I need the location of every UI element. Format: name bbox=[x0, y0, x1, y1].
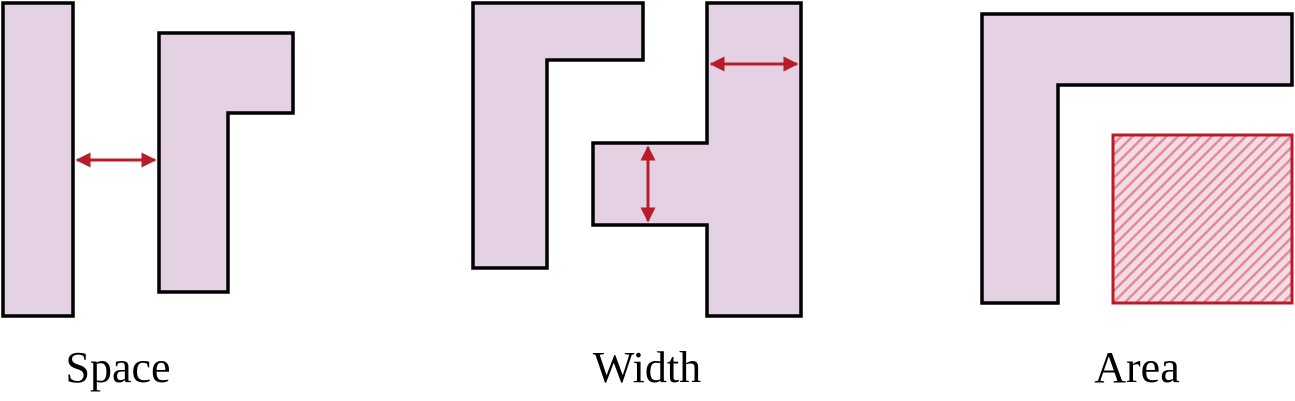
space-caption: Space bbox=[65, 343, 170, 392]
space-right-l-shape bbox=[157, 31, 295, 294]
area-panel: Area bbox=[980, 12, 1294, 392]
space-left-bar bbox=[1, 1, 75, 318]
width-panel: Width bbox=[471, 1, 803, 392]
width-left-l-shape bbox=[471, 1, 645, 270]
width-right-t-shape bbox=[591, 1, 803, 318]
width-caption: Width bbox=[593, 343, 701, 392]
space-panel: Space bbox=[1, 1, 295, 392]
area-hatched-region bbox=[1111, 133, 1294, 305]
area-caption: Area bbox=[1094, 343, 1180, 392]
area-l-shape bbox=[980, 12, 1294, 305]
